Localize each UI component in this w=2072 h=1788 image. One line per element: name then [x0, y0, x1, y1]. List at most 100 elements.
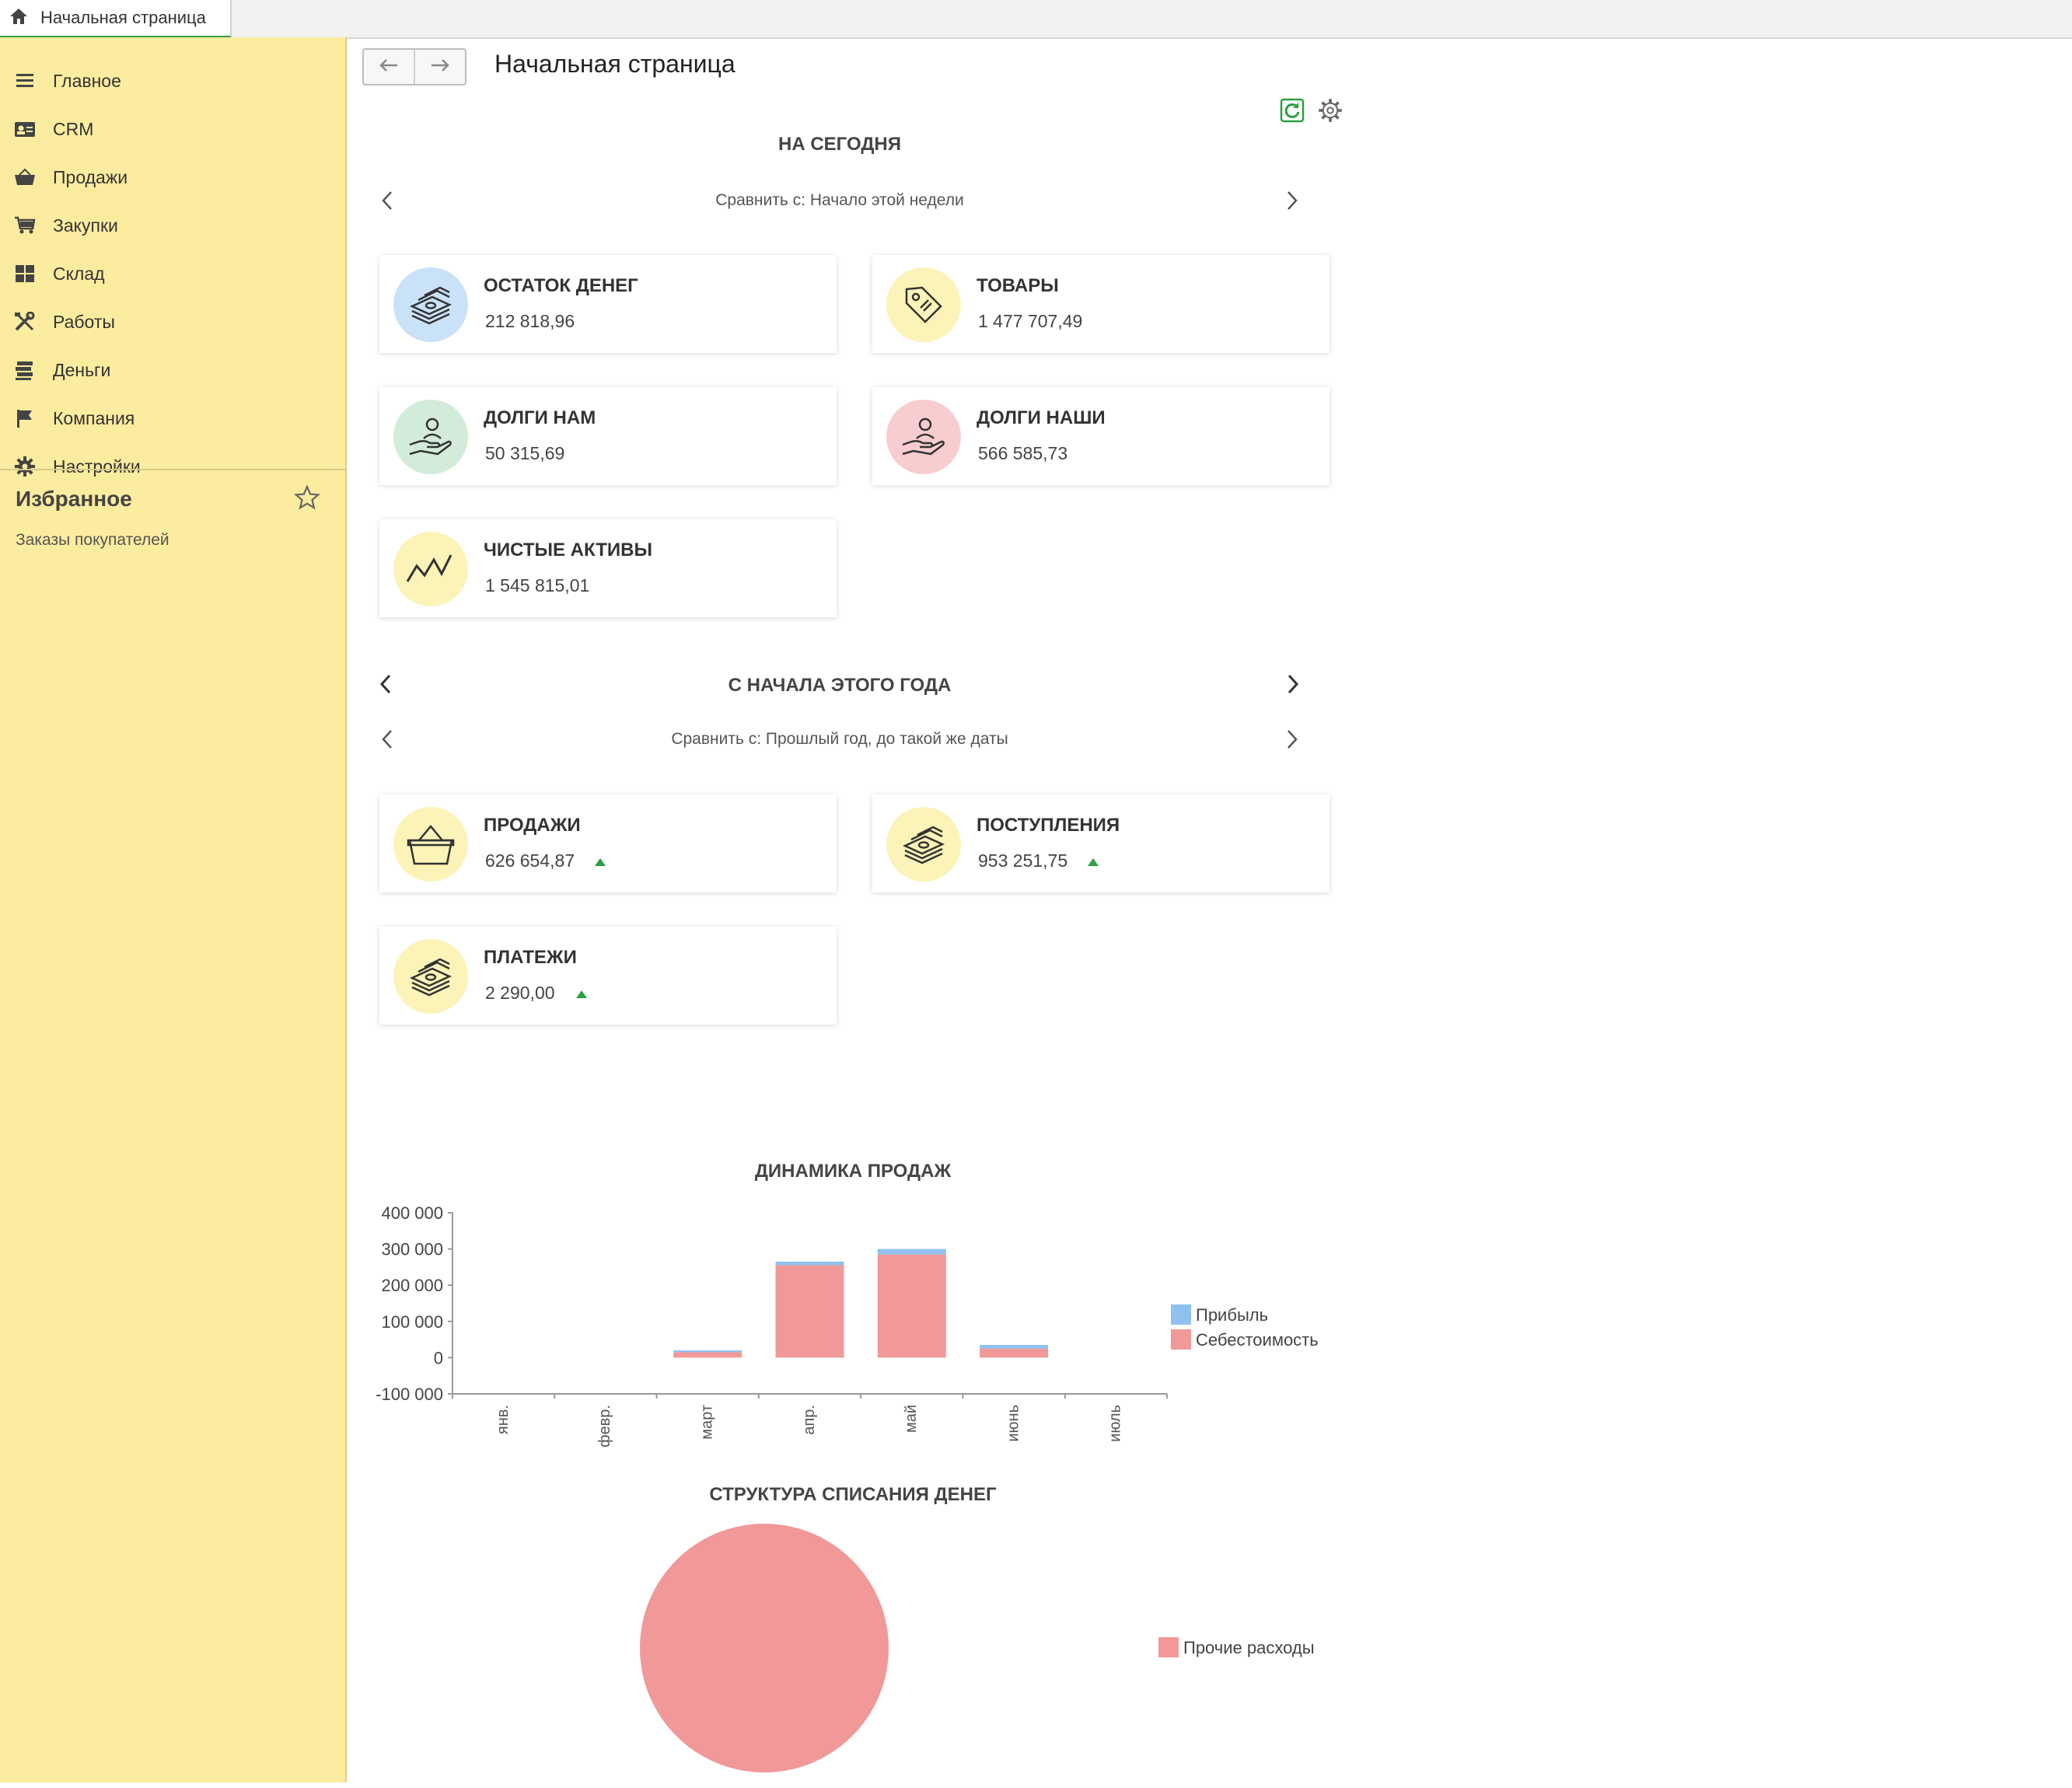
sidebar-item-warehouse[interactable]: Склад	[0, 253, 345, 294]
sidebar: Главное CRM Продажи Закупки Склад Работы…	[0, 37, 347, 1783]
card-payments[interactable]: ПЛАТЕЖИ 2 290,00	[379, 927, 837, 1025]
hand-person-icon	[886, 400, 961, 474]
chart-title: СТРУКТУРА СПИСАНИЯ ДЕНЕГ	[709, 1484, 997, 1505]
y-tick-label: -100 000	[376, 1385, 443, 1404]
x-tick-label: февр.	[596, 1405, 613, 1448]
favorites-title: Избранное	[16, 487, 132, 511]
sidebar-item-works[interactable]: Работы	[0, 302, 345, 342]
chart-title: ДИНАМИКА ПРОДАЖ	[755, 1161, 952, 1182]
page-title: Начальная страница	[494, 50, 736, 78]
bar-cost	[775, 1265, 844, 1358]
x-tick-label: март	[698, 1405, 715, 1440]
hand-person-icon	[393, 400, 468, 474]
sidebar-item-purchases[interactable]: Закупки	[0, 205, 345, 246]
basket-icon	[393, 807, 468, 882]
tab-home[interactable]: Начальная страница	[0, 0, 232, 38]
compare-next-icon[interactable]	[1284, 728, 1300, 754]
money-stack-icon	[886, 807, 961, 882]
legend-swatch	[1171, 1329, 1191, 1350]
card-title: ПРОДАЖИ	[484, 815, 581, 836]
favorite-item[interactable]: Заказы покупателей	[16, 531, 169, 549]
card-value: 566 585,73	[978, 443, 1068, 463]
today-compare-text[interactable]: Сравнить с: Начало этой недели	[715, 191, 964, 209]
sidebar-item-label: Работы	[53, 311, 115, 332]
sidebar-item-label: Продажи	[53, 166, 128, 187]
y-tick-label: 200 000	[381, 1276, 443, 1295]
x-tick-label: янв.	[494, 1405, 512, 1434]
flag-icon	[12, 406, 37, 431]
sidebar-divider	[0, 469, 345, 470]
legend-label: Прочие расходы	[1183, 1638, 1315, 1657]
card-title: ОСТАТОК ДЕНЕГ	[484, 275, 638, 296]
card-value: 1 477 707,49	[978, 311, 1083, 331]
gear-icon	[12, 454, 37, 479]
period-next-icon[interactable]	[1285, 673, 1301, 699]
tab-label: Начальная страница	[40, 8, 206, 27]
trend-up-icon	[575, 989, 588, 1003]
bar-profit	[673, 1350, 742, 1353]
y-tick-label: 300 000	[381, 1240, 443, 1259]
sidebar-item-settings[interactable]: Настройки	[0, 446, 345, 487]
arrow-left-icon	[379, 58, 399, 76]
money-stack-icon	[393, 267, 468, 342]
x-tick-label: апр.	[801, 1405, 818, 1435]
sidebar-item-crm[interactable]: CRM	[0, 109, 345, 149]
star-icon[interactable]	[293, 484, 321, 514]
today-section-title: НА СЕГОДНЯ	[778, 134, 901, 155]
sidebar-item-label: Компания	[53, 407, 135, 428]
trend-up-icon	[1087, 857, 1099, 871]
card-value: 2 290,00	[485, 983, 555, 1003]
pie-slice	[640, 1524, 889, 1772]
bar-profit	[775, 1261, 844, 1266]
card-cash-balance[interactable]: ОСТАТОК ДЕНЕГ 212 818,96	[379, 255, 837, 353]
card-receivables[interactable]: ДОЛГИ НАМ 50 315,69	[379, 387, 837, 485]
settings-gear-icon[interactable]	[1318, 98, 1343, 127]
trend-line-icon	[393, 532, 468, 606]
y-tick-label: 0	[434, 1348, 443, 1367]
compare-prev-icon[interactable]	[379, 728, 395, 754]
card-goods[interactable]: ТОВАРЫ 1 477 707,49	[872, 255, 1330, 353]
x-tick-label: июнь	[1005, 1405, 1022, 1442]
cash-outflow-structure-chart: СТРУКТУРА СПИСАНИЯ ДЕНЕГ Прочие расходы	[640, 1484, 1315, 1772]
card-value: 953 251,75	[978, 850, 1068, 871]
basket-icon	[12, 165, 37, 190]
x-tick-label: июль	[1107, 1405, 1124, 1442]
card-title: ДОЛГИ НАШИ	[977, 407, 1106, 428]
y-tick-label: 100 000	[381, 1312, 443, 1332]
bar-cost	[980, 1348, 1049, 1358]
sidebar-item-company[interactable]: Компания	[0, 398, 345, 438]
card-value: 212 818,96	[485, 311, 575, 331]
forward-button[interactable]	[414, 50, 465, 84]
sidebar-item-label: CRM	[53, 118, 94, 139]
card-net-assets[interactable]: ЧИСТЫЕ АКТИВЫ 1 545 815,01	[379, 519, 837, 617]
bar-cost	[673, 1352, 742, 1358]
bar-profit	[877, 1248, 946, 1255]
x-tick-label: май	[903, 1405, 920, 1433]
sidebar-item-main[interactable]: Главное	[0, 61, 345, 101]
warehouse-icon	[12, 261, 37, 286]
compare-prev-icon[interactable]	[379, 190, 395, 215]
y-tick-label: 400 000	[381, 1203, 443, 1223]
sales-dynamics-chart: ДИНАМИКА ПРОДАЖ 400 000 300 000 200 000 100 …	[376, 1161, 1319, 1448]
sidebar-item-money[interactable]: Деньги	[0, 350, 345, 390]
bar-cost	[877, 1254, 946, 1358]
sidebar-item-sales[interactable]: Продажи	[0, 157, 345, 197]
card-receipts[interactable]: ПОСТУПЛЕНИЯ 953 251,75	[872, 794, 1330, 892]
money-icon	[12, 358, 37, 382]
legend-label: Себестоимость	[1196, 1330, 1319, 1350]
sidebar-item-label: Деньги	[53, 359, 111, 380]
history-navigation	[362, 48, 466, 86]
compare-next-icon[interactable]	[1284, 190, 1300, 215]
card-value: 50 315,69	[485, 443, 565, 463]
card-payables[interactable]: ДОЛГИ НАШИ 566 585,73	[872, 387, 1330, 485]
year-compare-text[interactable]: Сравнить с: Прошлый год, до такой же дат…	[671, 730, 1008, 748]
refresh-icon[interactable]	[1280, 98, 1305, 127]
card-value: 626 654,87	[485, 850, 575, 871]
card-title: ПОСТУПЛЕНИЯ	[977, 815, 1120, 836]
price-tag-icon	[886, 267, 961, 342]
back-button[interactable]	[364, 50, 414, 84]
period-prev-icon[interactable]	[378, 673, 393, 699]
card-sales[interactable]: ПРОДАЖИ 626 654,87	[379, 794, 837, 892]
legend-swatch	[1171, 1304, 1191, 1325]
card-title: ПЛАТЕЖИ	[484, 947, 577, 968]
